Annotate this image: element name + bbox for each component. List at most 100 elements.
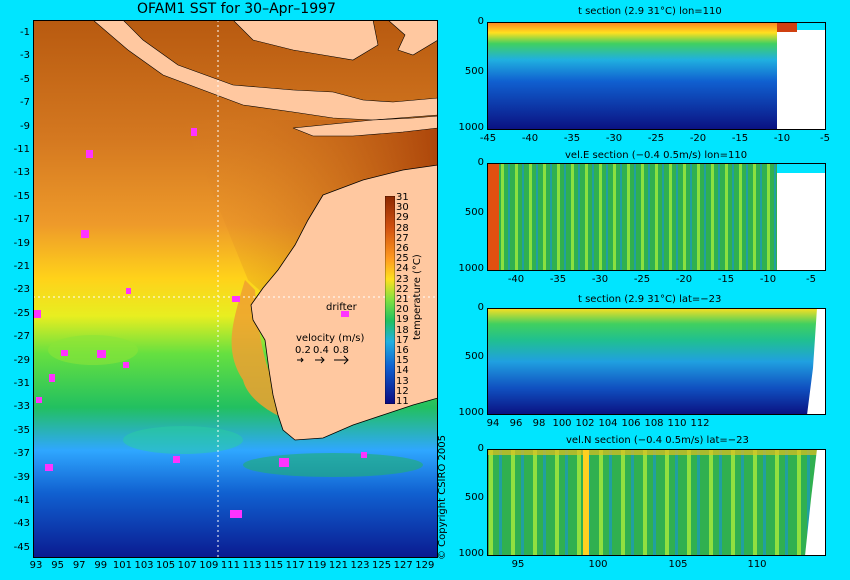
section-2-x-tick: -40	[507, 274, 525, 285]
lat-tick-label: -45	[13, 541, 30, 553]
colorbar-tick-label: 31	[396, 192, 409, 203]
velocity-arrow-large	[334, 355, 349, 365]
section-2-x-tick: -5	[806, 274, 816, 285]
lat-tick-label: -21	[13, 261, 30, 272]
section-1-y-tick: 1000	[458, 122, 484, 133]
section-4-land	[805, 449, 826, 556]
section-4-plot	[487, 449, 826, 556]
section-3-x-tick: 94	[486, 418, 500, 429]
section-2-land	[777, 173, 826, 271]
section-1-x-tick: -35	[563, 133, 581, 144]
section-3-x-tick: 96	[509, 418, 523, 429]
section-4-surface-band	[487, 449, 826, 455]
section-4-x-tick: 95	[511, 559, 525, 570]
lat-tick-label: -37	[13, 448, 30, 460]
colorbar-tick-label: 16	[396, 345, 409, 356]
section-1-x-tick: -20	[689, 133, 707, 144]
lat-tick-label: -5	[20, 73, 30, 85]
colorbar	[385, 196, 395, 404]
lon-tick-label: 111	[220, 560, 240, 571]
velocity-value-3: 0.8	[333, 345, 349, 356]
colorbar-tick-label: 12	[396, 385, 409, 397]
colorbar-tick-label: 21	[396, 294, 409, 305]
section-1-x-tick: -45	[479, 133, 497, 144]
colorbar-fill	[385, 196, 395, 404]
drifter-marker	[86, 150, 93, 158]
lat-tick-label: -9	[20, 120, 30, 132]
sst-map	[33, 20, 438, 558]
drifter-marker	[45, 464, 53, 471]
lon-tick-label: 117	[285, 560, 305, 571]
colorbar-tick-label: 20	[396, 304, 409, 316]
drifter-marker	[232, 296, 240, 302]
lon-tick-label: 115	[264, 560, 284, 571]
velocity-legend-arrows	[297, 355, 349, 365]
velocity-label: velocity (m/s)	[296, 333, 365, 344]
section-2-title: vel.E section (−0.4 0.5m/s) lon=110	[565, 150, 748, 161]
lon-tick-label: 99	[94, 560, 108, 571]
colorbar-tick-label: 23	[396, 273, 409, 285]
lon-tick-label: 107	[177, 560, 197, 571]
leeuwin-current	[231, 280, 293, 422]
lat-tick-label: -33	[13, 401, 30, 413]
drifter-marker	[191, 128, 197, 136]
lat-tick-label: -35	[13, 424, 30, 436]
section-1-title: t section (2.9 31°C) lon=110	[578, 6, 722, 17]
drifter-legend-marker	[341, 311, 349, 317]
section-3-x-tick: 104	[598, 418, 618, 429]
section-4-frame	[487, 449, 826, 556]
lat-tick-label: -27	[13, 331, 30, 343]
section-1-warm-cap	[777, 22, 797, 32]
drifter-marker	[361, 452, 367, 458]
lat-tick-label: -25	[13, 307, 30, 319]
lat-tick-label: -41	[13, 495, 30, 506]
lat-tick-label: -39	[13, 471, 30, 483]
drifter-marker	[279, 458, 289, 467]
eddy	[48, 335, 138, 365]
section-3-x-tick: 98	[532, 418, 546, 429]
section-4-y-tick: 1000	[458, 548, 484, 559]
map-title: OFAM1 SST for 30–Apr–1997	[137, 1, 336, 17]
section-3-y-tick: 1000	[458, 407, 484, 418]
section-1-x-tick: -5	[820, 133, 830, 144]
section-2-x-tick: -25	[633, 274, 651, 285]
colorbar-tick-label: 29	[396, 212, 409, 224]
lat-tick-label: -7	[20, 97, 30, 109]
section-3-y-tick: 0	[477, 302, 484, 313]
colorbar-tick-label: 27	[396, 232, 409, 244]
colorbar-tick-label: 22	[396, 283, 409, 295]
lon-tick-label: 127	[393, 560, 413, 571]
colorbar-tick-label: 13	[396, 375, 409, 387]
drifters	[33, 128, 367, 518]
section-3-x-tick: 110	[667, 418, 687, 429]
velocity-arrow-medium	[315, 356, 325, 364]
land-sumatra-java	[92, 20, 438, 121]
section-1-field	[487, 22, 777, 130]
section-2-x-tick: -35	[549, 274, 567, 285]
section-2-boundary-jet	[487, 163, 499, 271]
section-3-frame	[487, 308, 826, 415]
section-1-x-tick: -25	[647, 133, 665, 144]
section-2-x-tick: -10	[759, 274, 777, 285]
lat-tick-label: -19	[13, 237, 30, 249]
colorbar-tick-label: 18	[396, 324, 409, 336]
eddy	[123, 426, 243, 454]
section-2-y-tick: 500	[464, 206, 484, 218]
drifter-marker	[173, 456, 180, 463]
lon-tick-label: 119	[307, 560, 327, 571]
colorbar-tick-label: 25	[396, 253, 409, 265]
lon-tick-label: 93	[29, 560, 43, 571]
section-3-title: t section (2.9 31°C) lat=−23	[578, 294, 722, 305]
drifter-marker	[126, 288, 131, 294]
section-3-y-tick: 500	[464, 351, 484, 363]
colorbar-tick-label: 19	[396, 314, 409, 326]
lon-tick-label: 101	[112, 560, 132, 571]
lon-tick-label: 95	[51, 560, 64, 571]
section-3-plot	[487, 308, 826, 415]
land-sulawesi	[387, 20, 438, 56]
section-2-y-tick: 0	[477, 157, 484, 168]
drifter-marker	[123, 362, 129, 368]
drifter-marker	[36, 397, 42, 403]
section-2-x-tick: -30	[591, 274, 609, 285]
section-1-y-tick: 0	[477, 16, 484, 27]
